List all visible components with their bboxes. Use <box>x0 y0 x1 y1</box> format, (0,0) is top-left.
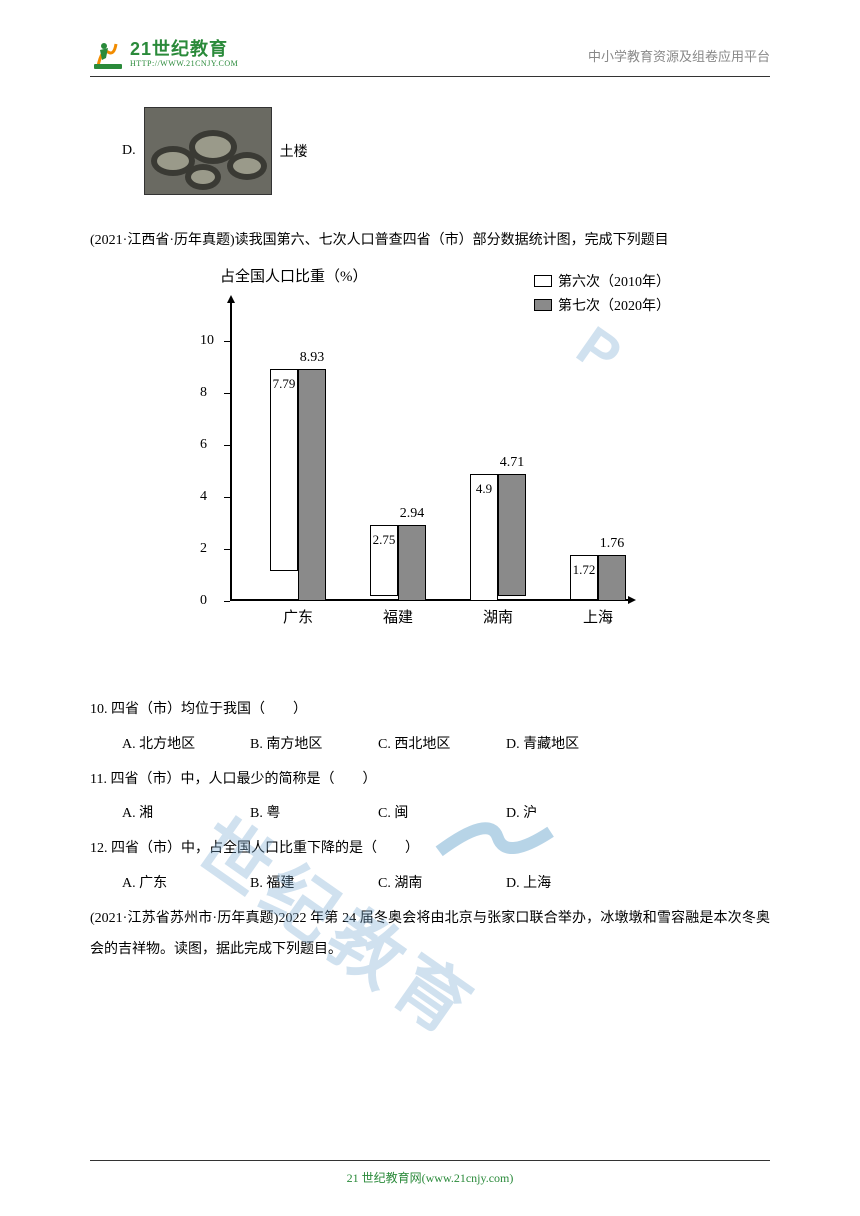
x-category-label: 福建 <box>383 606 413 627</box>
option[interactable]: A. 湘 <box>122 799 250 830</box>
bar-label: 7.79 <box>273 376 296 392</box>
bar-label: 2.75 <box>373 532 396 548</box>
options-row: A. 北方地区B. 南方地区C. 西北地区D. 青藏地区 <box>122 730 770 761</box>
bar-census7: 4.71 <box>498 474 526 596</box>
bar-group: 7.798.93 <box>270 369 326 601</box>
bar-group: 2.752.94 <box>370 525 426 601</box>
y-axis <box>230 301 232 601</box>
x-category-label: 广东 <box>283 606 313 627</box>
legend-label-6: 第六次（2010年） <box>558 271 670 291</box>
population-chart: 占全国人口比重（%） 第六次（2010年） 第七次（2020年） 0246810… <box>180 271 680 671</box>
page-header: 21世纪教育 HTTP://WWW.21CNJY.COM 中小学教育资源及组卷应… <box>90 38 770 77</box>
option-d-prefix: D. <box>122 143 136 159</box>
options-row: A. 湘B. 粤C. 闽D. 沪 <box>122 799 770 830</box>
logo-cn: 21世纪教育 <box>130 40 238 60</box>
question-number: 11. <box>90 765 107 796</box>
chart-axes: 0246810 7.798.932.752.944.94.711.721.76 … <box>230 301 650 631</box>
option-d-row: D. 土楼 <box>122 107 770 195</box>
option[interactable]: C. 西北地区 <box>378 730 506 761</box>
paragraph-next: (2021·江苏省苏州市·历年真题)2022 年第 24 届冬奥会将由北京与张家… <box>90 904 770 966</box>
question-text: 四省（市）均位于我国（ ） <box>111 702 307 717</box>
y-tick: 4 <box>224 497 230 498</box>
bar-census7: 8.93 <box>298 369 326 601</box>
bar-group: 4.9 4.71 <box>470 474 526 601</box>
option[interactable]: D. 青藏地区 <box>506 730 634 761</box>
option-d-suffix: 土楼 <box>280 141 308 161</box>
question-number: 12. <box>90 834 108 865</box>
bar-label: 1.76 <box>600 536 625 552</box>
x-category-label: 上海 <box>583 606 613 627</box>
y-axis-title: 占全国人口比重（%） <box>220 265 368 286</box>
legend-swatch-6 <box>534 275 552 287</box>
logo-en: HTTP://WWW.21CNJY.COM <box>130 60 238 69</box>
bar-census6: 1.72 <box>570 555 598 600</box>
y-tick: 6 <box>224 445 230 446</box>
bar-label: 1.72 <box>573 562 596 578</box>
y-tick: 10 <box>224 341 230 342</box>
logo-text: 21世纪教育 HTTP://WWW.21CNJY.COM <box>130 40 238 69</box>
option[interactable]: D. 沪 <box>506 799 634 830</box>
question: 10. 四省（市）均位于我国（ ） <box>90 695 770 726</box>
question-text: 四省（市）中，人口最少的简称是（ ） <box>110 772 376 787</box>
option[interactable]: C. 闽 <box>378 799 506 830</box>
question-number: 10. <box>90 695 108 726</box>
y-tick: 8 <box>224 393 230 394</box>
y-tick: 0 <box>224 601 230 602</box>
option[interactable]: D. 上海 <box>506 869 634 900</box>
bar-label: 4.71 <box>500 455 525 471</box>
option[interactable]: B. 粤 <box>250 799 378 830</box>
question: 11. 四省（市）中，人口最少的简称是（ ） <box>90 765 770 796</box>
options-row: A. 广东B. 福建C. 湖南D. 上海 <box>122 869 770 900</box>
option[interactable]: C. 湖南 <box>378 869 506 900</box>
bar-census7: 2.94 <box>398 525 426 601</box>
bar-group: 1.721.76 <box>570 555 626 601</box>
tulou-image <box>144 107 272 195</box>
bar-label: 2.94 <box>400 506 425 522</box>
bar-census7: 1.76 <box>598 555 626 601</box>
questions: 10. 四省（市）均位于我国（ ）A. 北方地区B. 南方地区C. 西北地区D.… <box>90 695 770 900</box>
x-category-label: 湖南 <box>483 606 513 627</box>
logo-icon <box>90 38 126 70</box>
bar-label: 8.93 <box>300 350 325 366</box>
question: 12. 四省（市）中，占全国人口比重下降的是（ ） <box>90 834 770 865</box>
bar-census6: 4.9 <box>470 474 498 601</box>
option[interactable]: A. 广东 <box>122 869 250 900</box>
page-footer: 21 世纪教育网(www.21cnjy.com) <box>90 1160 770 1186</box>
bar-census6: 7.79 <box>270 369 298 572</box>
bar-label: 4.9 <box>476 481 492 497</box>
y-tick: 2 <box>224 549 230 550</box>
bar-census6: 2.75 <box>370 525 398 597</box>
option[interactable]: A. 北方地区 <box>122 730 250 761</box>
option[interactable]: B. 南方地区 <box>250 730 378 761</box>
logo: 21世纪教育 HTTP://WWW.21CNJY.COM <box>90 38 238 70</box>
legend-item-6: 第六次（2010年） <box>534 271 670 291</box>
option[interactable]: B. 福建 <box>250 869 378 900</box>
chart-intro: (2021·江西省·历年真题)读我国第六、七次人口普查四省（市）部分数据统计图，… <box>90 227 770 255</box>
header-right: 中小学教育资源及组卷应用平台 <box>588 38 770 65</box>
question-text: 四省（市）中，占全国人口比重下降的是（ ） <box>111 841 419 856</box>
